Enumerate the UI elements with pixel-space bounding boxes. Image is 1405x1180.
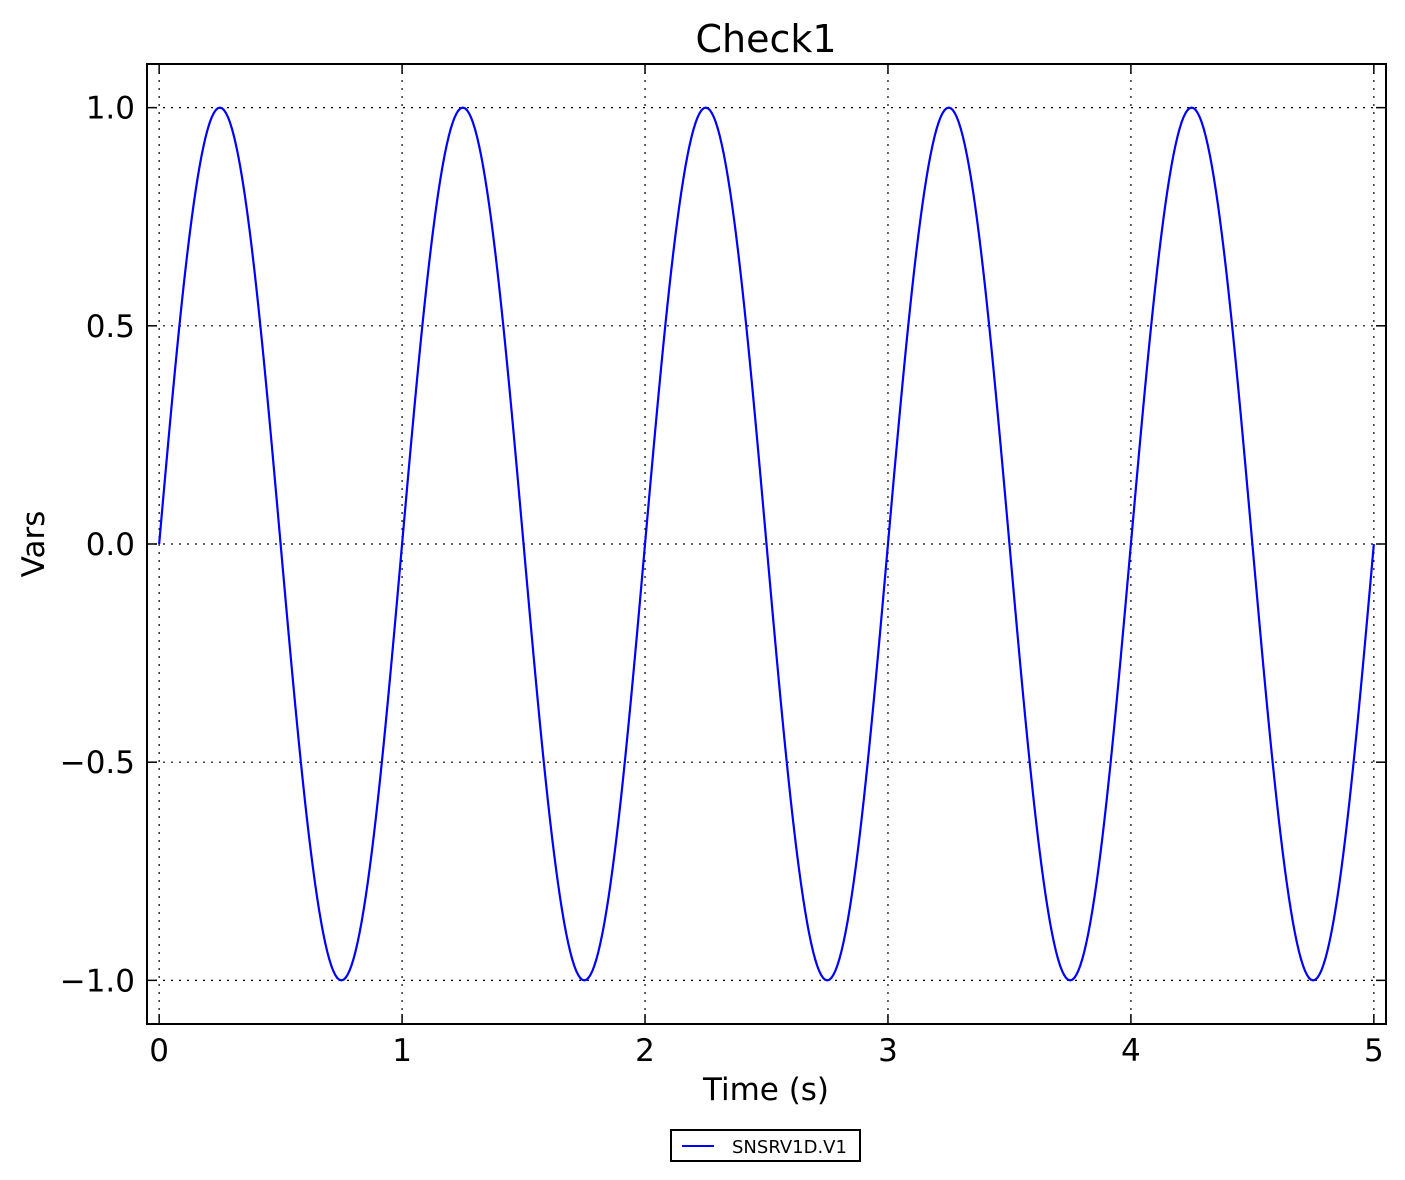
legend-label: SNSRV1D.V1 (732, 1137, 847, 1158)
chart-title: Check1 (695, 17, 836, 61)
y-tick-label: 0.0 (86, 527, 135, 563)
tick-labels: 0 1 2 3 4 5 1.0 0.5 0.0 −0.5 −1.0 (60, 91, 1384, 1069)
y-tick-label: −0.5 (60, 745, 135, 781)
axis-ticks (147, 64, 1386, 1024)
y-axis-label: Vars (16, 511, 52, 578)
y-tick-label: 1.0 (86, 91, 135, 127)
y-tick-label: 0.5 (86, 309, 135, 345)
x-tick-label: 3 (878, 1033, 898, 1069)
x-tick-label: 2 (635, 1033, 655, 1069)
x-tick-label: 1 (392, 1033, 412, 1069)
x-tick-label: 0 (149, 1033, 169, 1069)
x-axis-label: Time (s) (702, 1072, 829, 1108)
x-tick-label: 4 (1121, 1033, 1141, 1069)
series-line-snsrv1d-v1 (158, 106, 1375, 982)
y-tick-label: −1.0 (60, 963, 135, 999)
legend: SNSRV1D.V1 (670, 1129, 861, 1162)
plot-frame (146, 63, 1387, 1025)
series-lines (158, 106, 1375, 982)
x-tick-label: 5 (1364, 1033, 1384, 1069)
